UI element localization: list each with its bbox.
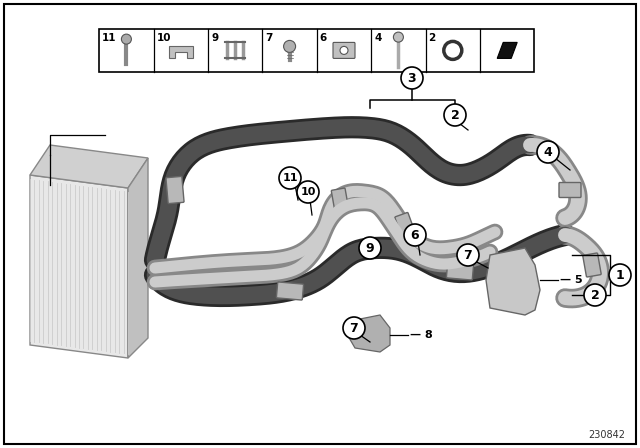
FancyBboxPatch shape [333,43,355,58]
Circle shape [284,40,296,52]
Text: 2: 2 [591,289,600,302]
Circle shape [394,32,403,42]
Text: 9: 9 [365,241,374,254]
Circle shape [297,181,319,203]
Circle shape [584,284,606,306]
Circle shape [340,47,348,54]
Text: 7: 7 [349,322,358,335]
Text: 230842: 230842 [588,430,625,440]
Polygon shape [169,47,193,58]
FancyBboxPatch shape [99,29,534,72]
Text: 10: 10 [300,187,316,197]
Text: 6: 6 [411,228,419,241]
FancyBboxPatch shape [332,188,349,212]
Text: 1: 1 [616,268,625,281]
Text: 4: 4 [374,33,381,43]
Circle shape [122,34,131,44]
Polygon shape [486,248,540,315]
Circle shape [343,317,365,339]
Text: 11: 11 [102,33,116,43]
Polygon shape [30,175,128,358]
Circle shape [537,141,559,163]
Text: 7: 7 [463,249,472,262]
Text: 6: 6 [320,33,327,43]
Text: — 8: — 8 [410,330,433,340]
Text: 2: 2 [451,108,460,121]
Polygon shape [128,158,148,358]
Circle shape [444,104,466,126]
Text: 9: 9 [211,33,218,43]
Text: 2: 2 [429,33,436,43]
FancyBboxPatch shape [395,212,415,237]
Circle shape [359,237,381,259]
Text: — 5: — 5 [560,275,582,285]
Polygon shape [348,315,390,352]
Text: 7: 7 [266,33,273,43]
FancyBboxPatch shape [276,282,303,300]
Circle shape [457,244,479,266]
FancyBboxPatch shape [559,182,581,198]
Text: 4: 4 [543,146,552,159]
FancyBboxPatch shape [447,262,474,280]
Polygon shape [30,145,148,188]
Circle shape [609,264,631,286]
Text: 10: 10 [157,33,171,43]
Circle shape [279,167,301,189]
Text: 3: 3 [408,72,416,85]
Circle shape [404,224,426,246]
FancyBboxPatch shape [166,177,184,203]
Polygon shape [497,43,517,58]
Text: 11: 11 [282,173,298,183]
FancyBboxPatch shape [583,253,601,277]
Circle shape [401,67,423,89]
